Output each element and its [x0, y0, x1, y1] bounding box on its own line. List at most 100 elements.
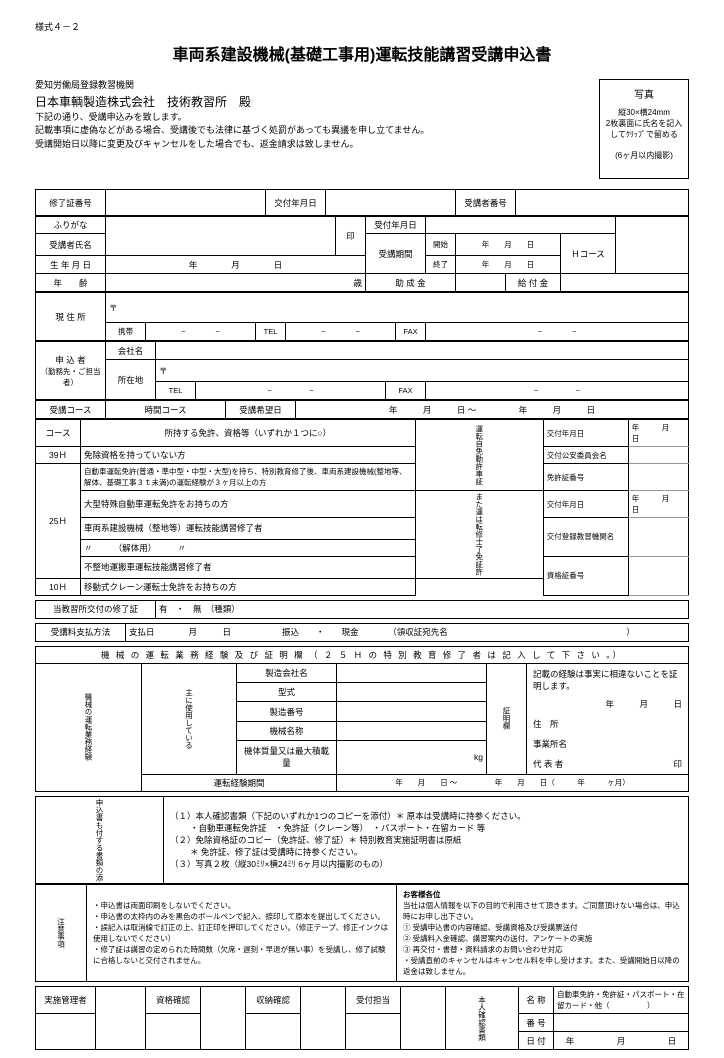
- course-row: 受講コース 時間コース 受講希望日 年 月 日 ～ 年 月 日: [35, 400, 689, 419]
- dl-r4a: 交付年月日: [543, 491, 628, 518]
- f-c-field[interactable]: [301, 987, 346, 1050]
- proof-rep[interactable]: 代 表 者印: [533, 758, 682, 770]
- attach-block: 申込書も付する書類の添 （１）本人確認書類（下記のいずれか1つのコピーを添付）＊…: [35, 796, 689, 885]
- mobile-field[interactable]: − −: [146, 323, 256, 341]
- notes-block: 注意事項 ・申込書は両面印刷をしないでください。 ・申込書の太枠内のみを黒色のボ…: [35, 884, 689, 982]
- age-label: 年 齢: [36, 274, 106, 292]
- proof-addr[interactable]: 住 所: [533, 718, 682, 730]
- benefit-field[interactable]: [561, 274, 689, 292]
- company-field[interactable]: [156, 342, 689, 360]
- addr-label: 現 住 所: [36, 293, 106, 341]
- fax-label: FAX: [396, 323, 426, 341]
- organization: 日本車輌製造株式会社 技術教習所 殿: [35, 93, 599, 111]
- period-start-val[interactable]: 年 月 日: [456, 234, 561, 256]
- cert-no-field[interactable]: [106, 190, 266, 216]
- tel-label: TEL: [256, 323, 286, 341]
- age-field[interactable]: 歳: [106, 274, 366, 292]
- header-notes: 愛知労働局登録教習機関 日本車輌製造株式会社 技術教習所 殿 下記の通り、受講申…: [35, 79, 599, 179]
- exp-v1: 機械の運転業務経験: [36, 663, 142, 791]
- recv-date-label: 受付年月日: [366, 217, 426, 234]
- pref-date-label: 受講希望日: [226, 401, 296, 419]
- birth-field[interactable]: 年 月 日: [106, 256, 366, 274]
- serial-field[interactable]: [337, 702, 487, 721]
- subsidy-field[interactable]: [456, 274, 506, 292]
- f-d-field[interactable]: [401, 987, 446, 1050]
- dl-r4b[interactable]: 年 月 日: [628, 491, 688, 518]
- dl-r5f[interactable]: [628, 518, 688, 557]
- benefit-label: 給 付 金: [506, 274, 561, 292]
- c10: 10Ｈ: [36, 578, 81, 595]
- model-field[interactable]: [337, 682, 487, 701]
- f-b: 資格確認: [146, 987, 201, 1014]
- f-date-val[interactable]: 年 月 日: [554, 1032, 689, 1050]
- student-no-field[interactable]: [516, 190, 689, 216]
- dl-r5: 交付登録教習機関名: [543, 518, 628, 557]
- f-no-field[interactable]: [554, 1014, 689, 1032]
- serial-label: 製造番号: [237, 702, 337, 721]
- c25-3: 車両系建設機械（整地等）運転技能講習修了者: [81, 518, 416, 540]
- dl-r6f[interactable]: [628, 556, 688, 595]
- period-start: 開始: [426, 234, 456, 256]
- notes-v: 注意事項: [36, 885, 87, 982]
- addr-field[interactable]: 〒: [106, 293, 689, 323]
- payment-val[interactable]: 支払日 月 日 振込 ・ 現金 （領収証宛先名 ）: [126, 623, 689, 641]
- mass-label: 機体質量又は最大積載量: [237, 741, 337, 774]
- dl-r1b[interactable]: 年 月 日: [628, 420, 688, 447]
- course-hours[interactable]: 時間コース: [106, 401, 226, 419]
- fax-field[interactable]: − −: [426, 323, 689, 341]
- issue-date-field[interactable]: [326, 190, 456, 216]
- proof-biz[interactable]: 事業所名: [533, 738, 682, 750]
- issue-date-label: 交付年月日: [266, 190, 326, 216]
- c25-1: 自動車運転免許(普通・準中型・中型・大型)を持ち、特別教育修了後、車両系建設機械…: [81, 464, 416, 491]
- pref-date-field[interactable]: 年 月 日 ～ 年 月 日: [296, 401, 689, 419]
- f-a: 実施管理者: [36, 987, 96, 1014]
- f-b-field[interactable]: [201, 987, 246, 1050]
- proof-box[interactable]: 記載の経験は事実に相違ないことを証明します。 年 月 日 住 所 事業所名 代 …: [527, 663, 689, 774]
- exp-period-label: 運転経験期間: [142, 774, 337, 791]
- payment-row: 受講料支払方法 支払日 月 日 振込 ・ 現金 （領収証宛先名 ）: [35, 623, 689, 642]
- notes-left: ・申込書は両面印刷をしないでください。 ・申込書の太枠内のみを黒色のボールペンで…: [87, 885, 397, 982]
- photo-note1: 2枚裏面に氏名を記入してｸﾘｯﾌﾟで留める: [603, 118, 685, 140]
- applicant-label: 申 込 者 （勤務先・ご担当者）: [36, 342, 106, 400]
- seal-label: 印: [336, 217, 366, 256]
- mname-label: 機械名称: [237, 721, 337, 740]
- f-a-field[interactable]: [96, 987, 146, 1050]
- maker-field[interactable]: [337, 663, 487, 682]
- recv-date-field[interactable]: [426, 217, 616, 234]
- form-number: 様式４－２: [35, 20, 689, 33]
- c39: 39Ｈ: [36, 447, 81, 464]
- note1: 下記の通り、受講申込みを致します。: [35, 111, 599, 125]
- location-field[interactable]: 〒: [156, 360, 689, 382]
- app-fax-field[interactable]: − −: [426, 382, 689, 400]
- c10-txt: 移動式クレーン運転士免許をお持ちの方: [81, 578, 416, 595]
- c25-4: 〃 （解体用） 〃: [81, 539, 416, 556]
- c25: 25Ｈ: [36, 464, 81, 579]
- mname-field[interactable]: [337, 721, 487, 740]
- cert-no-label: 修了証番号: [36, 190, 106, 216]
- period-end-val[interactable]: 年 月 日: [456, 256, 561, 274]
- authority: 愛知労働局登録教習機関: [35, 79, 599, 93]
- app-tel-field[interactable]: − −: [196, 382, 386, 400]
- experience-block: 機 械 の 運 転 業 務 経 験 及 び 証 明 欄 （ ２ ５ Ｈ の 特 …: [35, 646, 689, 792]
- prev-cert-opts[interactable]: 有 ・ 無 （種類）: [156, 600, 689, 618]
- dl-r2: 交付公安委員会名: [543, 447, 628, 464]
- exp-period-field[interactable]: 年 月 日 ～ 年 月 日（ 年 ヶ月）: [337, 774, 689, 791]
- tel-field[interactable]: − −: [286, 323, 396, 341]
- h-course: Ｈコース: [561, 234, 616, 274]
- name-field[interactable]: [106, 217, 336, 256]
- model-label: 型式: [237, 682, 337, 701]
- name-block: ふりがな 印 受付年月日 受講者氏名 受講期間 開始 年 月 日 Ｈコース 生 …: [35, 216, 689, 292]
- mobile-label: 携帯: [106, 323, 146, 341]
- company-label: 会社名: [106, 342, 156, 360]
- f-v: 本人確認書類: [446, 987, 519, 1050]
- footer-block: 実施管理者 資格確認 収納確認 受付担当 本人確認書類 名 称 自動車免許・免許…: [35, 986, 689, 1050]
- dl-r3f[interactable]: [628, 464, 688, 491]
- dl-r6: 資格証番号: [543, 556, 628, 595]
- dl-r2f[interactable]: [628, 447, 688, 464]
- proof-head: 記載の経験は事実に相違ないことを証明します。: [533, 668, 682, 692]
- mass-field[interactable]: kg: [337, 741, 487, 774]
- page-title: 車両系建設機械(基礎工事用)運転技能講習受講申込書: [35, 41, 689, 65]
- qualifications: コース 所持する免許、資格等（いずれか１つに○） 運転自免動許車証 交付年月日 …: [35, 419, 689, 596]
- proof-date[interactable]: 年 月 日: [533, 698, 682, 710]
- f-name-val[interactable]: 自動車免許・免許証・パスポート・在留カード・他（ ）: [554, 987, 689, 1014]
